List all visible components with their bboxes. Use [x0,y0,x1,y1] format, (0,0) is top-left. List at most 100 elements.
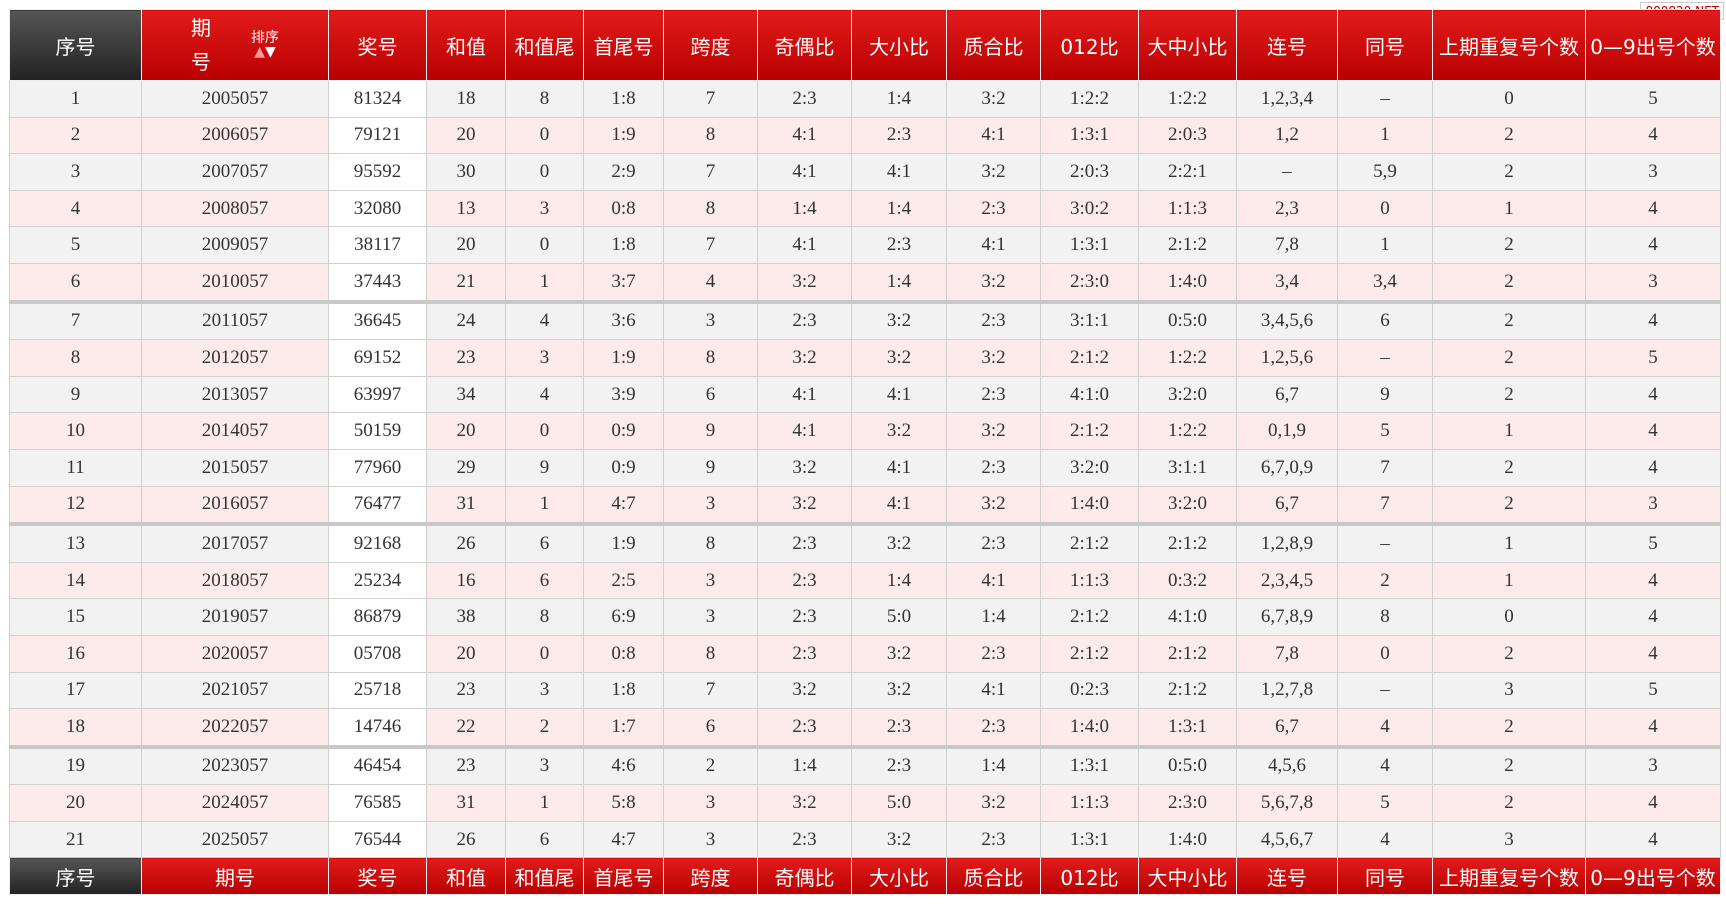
table-cell: 1:3:1 [1040,820,1139,859]
table-cell: 3:2 [946,80,1041,118]
table-cell: 4 [1585,412,1721,450]
table-cell: 5 [9,226,142,264]
table-cell: 20 [426,226,506,264]
table-cell: 5 [1585,522,1721,563]
table-cell: 2:3:0 [1040,262,1139,303]
table-cell: 2:1:2 [1040,412,1139,450]
table-cell: 2:1:2 [1040,339,1139,377]
table-cell: 0 [505,226,584,264]
lottery-table: 序号 期号排序 ▲▼ 奖号 和值 和值尾 首尾号 跨度 奇偶比 大小比 质合比 012比 大中小比 连号同… [9,9,1721,896]
table-row: 18 2022057 14746 22 2 1:7 6 2:3 2:3 2:3 1:4:0 1:3:1… [9,708,1721,748]
table-cell: 2:3:0 [1138,784,1237,822]
table-cell: 2:0:3 [1040,153,1139,191]
table-cell: 0 [505,116,584,155]
table-cell: 4 [1585,708,1721,748]
table-cell: 12 [9,485,142,525]
table-cell: 8 [9,339,142,377]
table-row: 8 2012057 69152 23 3 1:9 8 3:2 3:2 3:2 2:1:2 1:2:2 1… [9,339,1721,377]
table-cell: 4:7 [583,485,664,525]
sort-button[interactable]: 排序 ▲▼ [251,31,279,59]
table-cell: 4:1 [851,485,947,525]
table-row: 10 2014057 50159 20 0 0:9 9 4:1 3:2 3:2 2:1:2 1:2:2… [9,412,1721,450]
table-cell: 1 [505,485,584,525]
table-cell: 2010057 [141,262,329,303]
table-cell: 2 [1432,708,1586,748]
table-cell: 7 [663,671,758,710]
table-cell: 1:1:3 [1040,784,1139,822]
table-cell: 38117 [328,226,427,264]
table-cell: 4:1 [757,226,852,264]
table-cell: 1 [1337,116,1433,155]
table-cell: 1:4:0 [1138,262,1237,303]
table-cell: 3,4 [1236,262,1338,303]
table-row: 13 2017057 92168 26 6 1:9 8 2:3 3:2 2:3 2:1:2 2:1:2… [9,522,1721,563]
table-cell: 9 [663,448,758,487]
table-cell: 5 [1337,784,1433,822]
table-cell: 3 [1585,153,1721,191]
table-cell: 4 [505,299,584,341]
header-cell: 大中小比 [1138,9,1237,81]
table-cell: 1 [505,262,584,303]
table-cell: 1:4 [851,561,947,600]
header-cell: 同号 [1337,9,1433,81]
table-cell: 3 [663,820,758,859]
table-cell: 05708 [328,634,427,673]
table-cell: 25234 [328,561,427,600]
table-cell: 10 [9,412,142,450]
table-cell: 3:2 [851,671,947,710]
table-row: 1 2005057 81324 18 8 1:8 7 2:3 1:4 3:2 1:2:2 1:2:2 1… [9,80,1721,118]
table-cell: 1:9 [583,116,664,155]
table-cell: 6,7,0,9 [1236,448,1338,487]
table-cell: 69152 [328,339,427,377]
table-cell: 1 [1432,561,1586,600]
table-cell: 2:1:2 [1040,598,1139,636]
table-cell: 3 [1585,485,1721,525]
table-cell: 1:9 [583,522,664,563]
table-cell: 1:4 [851,80,947,118]
table-cell: 2013057 [141,375,329,414]
table-cell: 1 [9,80,142,118]
table-cell: 4:1 [946,116,1041,155]
table-cell: 9 [505,448,584,487]
table-cell: 8 [663,339,758,377]
table-cell: 0:5:0 [1138,299,1237,341]
header-cell: 0—9出号个数 [1585,9,1721,81]
table-row: 4 2008057 32080 13 3 0:8 8 1:4 1:4 2:3 3:0:2 1:1:3 2… [9,189,1721,228]
table-cell: 2007057 [141,153,329,191]
table-cell: 2 [9,116,142,155]
table-cell: 3:2 [946,412,1041,450]
table-cell: 2:3 [757,561,852,600]
table-cell: 0:9 [583,448,664,487]
footer-cell: 跨度 [663,857,758,896]
table-cell: 2024057 [141,784,329,822]
table-cell: 8 [663,189,758,228]
table-cell: 4 [1337,744,1433,786]
table-cell: 1:4 [946,744,1041,786]
table-cell: 1:4:0 [1040,485,1139,525]
table-cell: 3:2 [851,412,947,450]
table-cell: 6 [505,522,584,563]
table-cell: 3:9 [583,375,664,414]
table-cell: 3:2 [851,634,947,673]
table-cell: 3 [9,153,142,191]
table-cell: 1:2:2 [1138,339,1237,377]
table-cell: 3:2:0 [1040,448,1139,487]
footer-row: 序号 期号 奖号 和值 和值尾 首尾号 跨度 奇偶比 大小比 质合比 012比 大中小比 连号 同号 上期重… [9,857,1721,896]
table-cell: 5:0 [851,598,947,636]
table-cell: 2016057 [141,485,329,525]
table-cell: 76544 [328,820,427,859]
table-cell: 3,4 [1337,262,1433,303]
header-cell[interactable]: 期号 排序 ▲▼ [141,9,329,81]
footer-cell: 质合比 [946,857,1041,896]
table-row: 7 2011057 36645 24 4 3:6 3 2:3 3:2 2:3 3:1:1 0:5:0 3… [9,299,1721,341]
table-cell: 6 [9,262,142,303]
table-cell: 3 [505,744,584,786]
table-cell: 2 [1432,226,1586,264]
table-cell: 6 [663,708,758,748]
table-cell: 2:3 [757,708,852,748]
table-cell: 2:3 [757,598,852,636]
table-cell: 16 [426,561,506,600]
table-cell: 1:4:0 [1040,708,1139,748]
table-cell: 3:2 [757,262,852,303]
table-cell: 4:1 [757,375,852,414]
